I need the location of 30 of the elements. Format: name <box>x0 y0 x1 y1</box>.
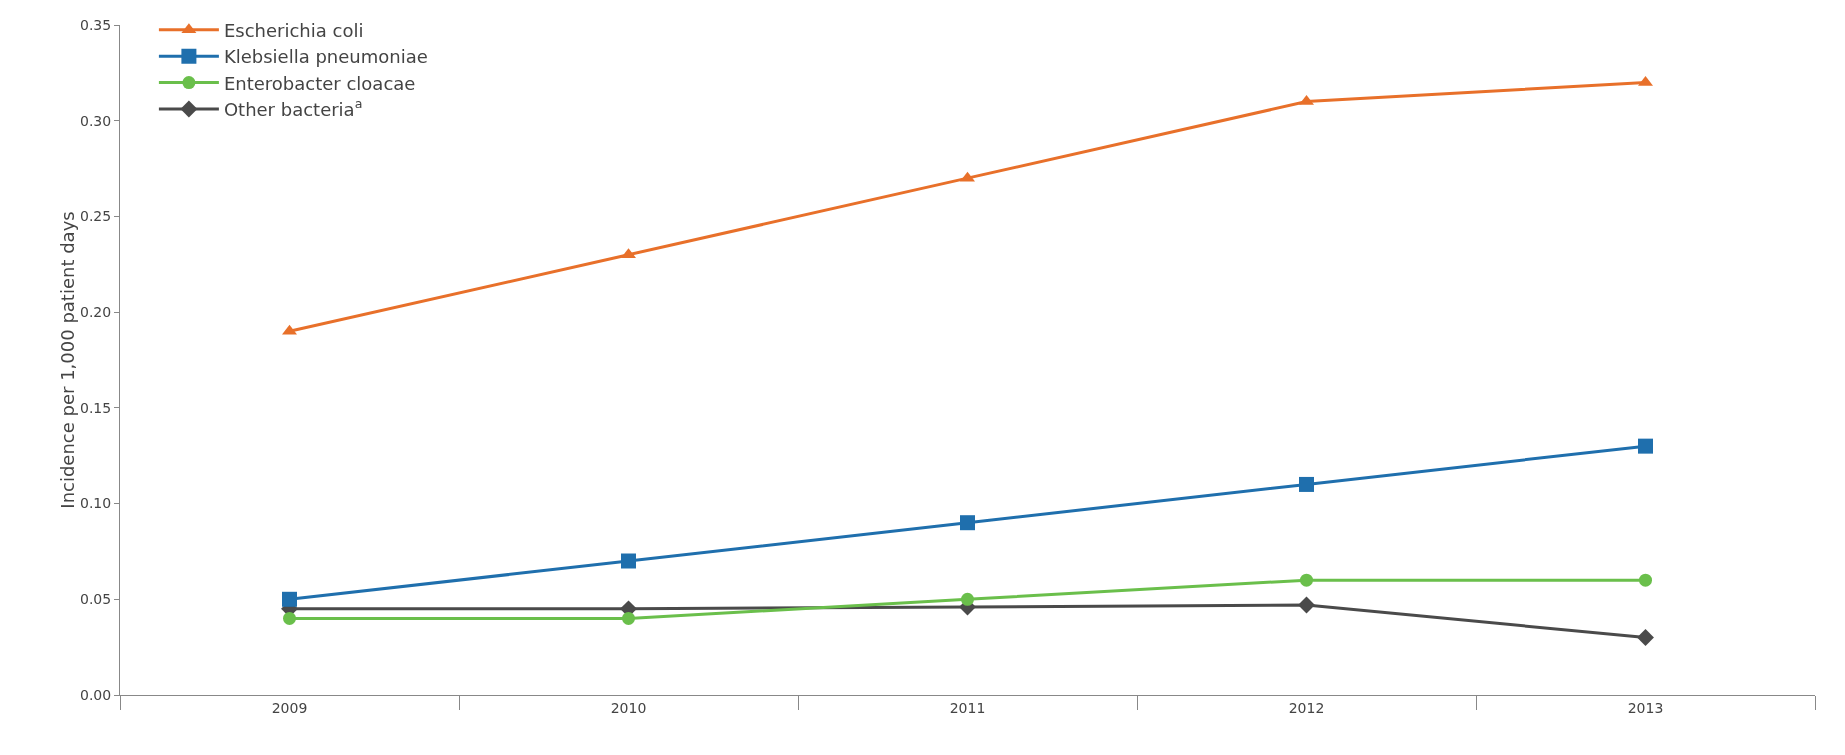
x-tick-label: 2010 <box>610 699 647 716</box>
point <box>961 592 974 606</box>
point <box>622 611 635 625</box>
y-tick-label: 0.30 <box>80 112 112 129</box>
point <box>1638 438 1653 454</box>
x-tick-label: 2012 <box>1288 699 1325 716</box>
point <box>621 553 636 569</box>
x-tick-label: 2011 <box>949 699 986 716</box>
y-tick-label: 0.25 <box>80 208 112 225</box>
point <box>283 611 296 625</box>
y-tick-label: 0.20 <box>80 304 112 321</box>
y-tick-label: 0.15 <box>80 399 112 416</box>
legend-label: Enterobacter cloacae <box>223 72 416 94</box>
point <box>1300 573 1313 587</box>
y-tick-label: 0.35 <box>80 16 112 33</box>
point <box>1299 476 1314 492</box>
point <box>1639 573 1652 587</box>
x-tick-label: 2009 <box>271 699 308 716</box>
x-tick-label: 2013 <box>1627 699 1664 716</box>
point <box>1298 596 1315 614</box>
point <box>282 591 297 607</box>
point <box>1637 629 1654 647</box>
legend-label: Other bacteria$^{a}$ <box>223 96 363 121</box>
y-tick-label: 0.05 <box>80 591 112 608</box>
legend-label: Klebsiella pneumoniae <box>223 46 428 68</box>
point <box>960 515 975 531</box>
y-tick-label: 0.10 <box>80 495 112 512</box>
y-axis-title: Incidence per 1,000 patient days <box>57 211 78 509</box>
legend-label: Escherichia coli <box>223 19 364 41</box>
y-tick-label: 0.00 <box>80 686 112 703</box>
